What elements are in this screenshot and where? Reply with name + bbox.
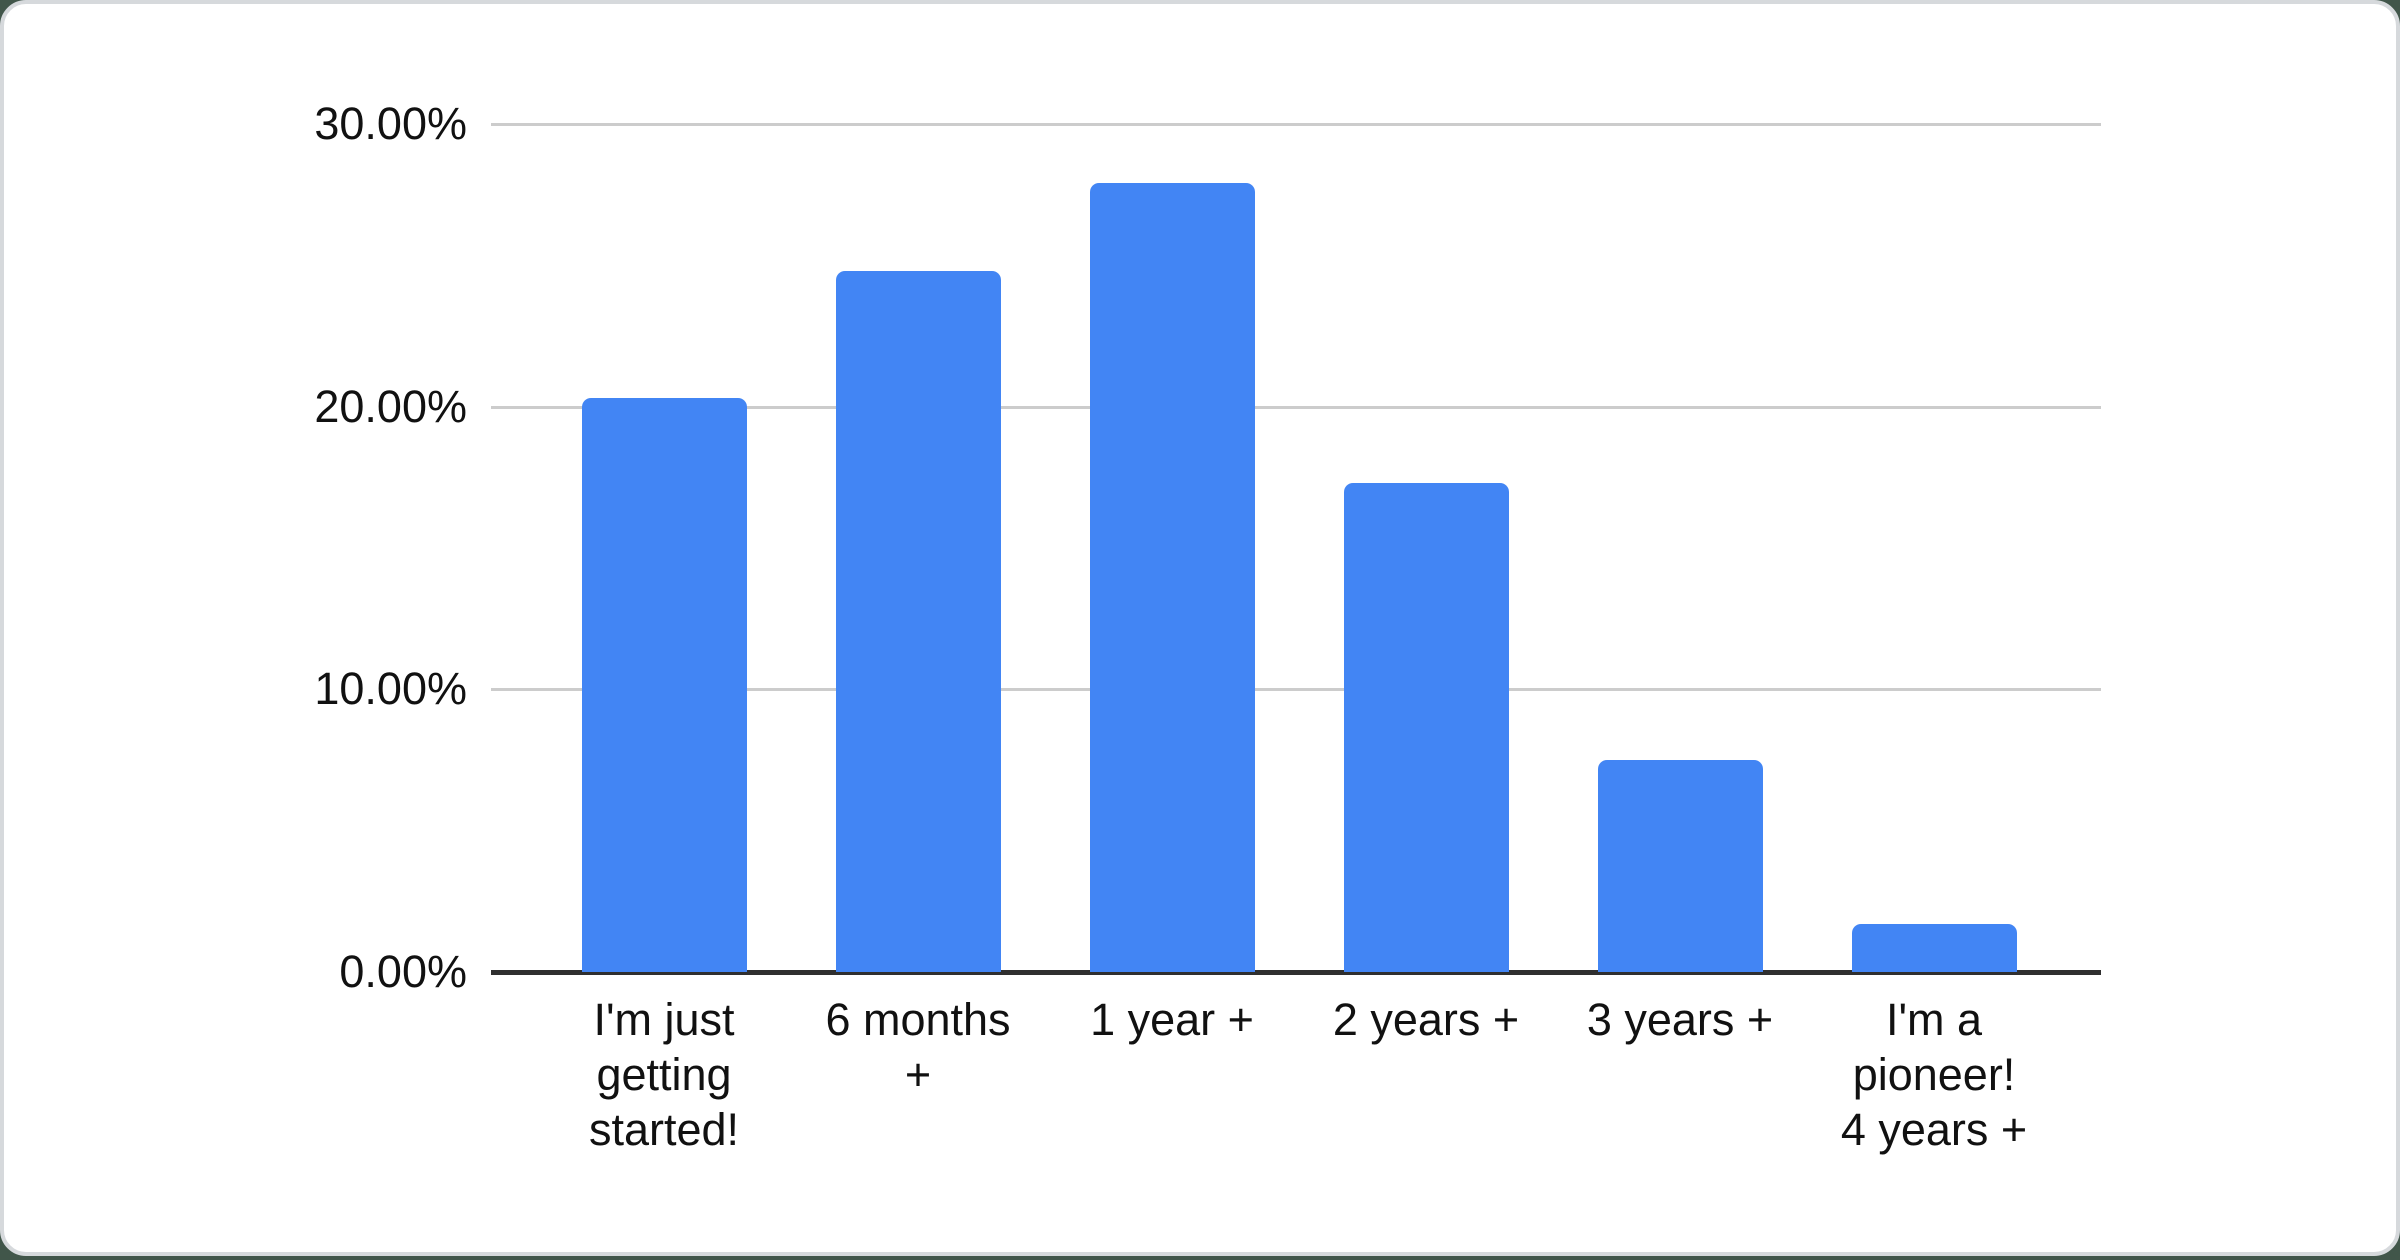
- bar-1[interactable]: [581, 398, 747, 972]
- bar-4[interactable]: [1343, 482, 1509, 972]
- x-axis-tick-label: 3 years +: [1586, 994, 1774, 1045]
- y-axis-tick-label: 10.00%: [314, 663, 467, 715]
- bar-6[interactable]: [1851, 923, 2017, 972]
- gridline-20-percent: [491, 405, 2101, 409]
- x-axis-tick-label: 6 months +: [825, 994, 1011, 1100]
- gridline-30-percent: [491, 123, 2101, 126]
- x-axis-tick-label: 2 years +: [1332, 994, 1520, 1045]
- x-axis-tick-label: I'm a pioneer! 4 years +: [1840, 994, 2028, 1155]
- bar-3[interactable]: [1089, 183, 1255, 972]
- x-axis-tick-label: I'm just getting started!: [588, 994, 740, 1155]
- bar-2[interactable]: [835, 270, 1001, 972]
- y-axis-tick-label: 30.00%: [314, 98, 467, 149]
- x-axis-line: [491, 970, 2101, 975]
- x-axis-tick-label: 1 year +: [1090, 994, 1254, 1045]
- bar-5[interactable]: [1597, 760, 1763, 972]
- bar-chart: 0.00% 10.00% 20.00% 30.00% I'm just getting …: [4, 4, 2400, 1260]
- y-axis-tick-label: 0.00%: [339, 946, 467, 997]
- gridline-10-percent: [491, 688, 2101, 692]
- y-axis-tick-label: 20.00%: [314, 380, 467, 432]
